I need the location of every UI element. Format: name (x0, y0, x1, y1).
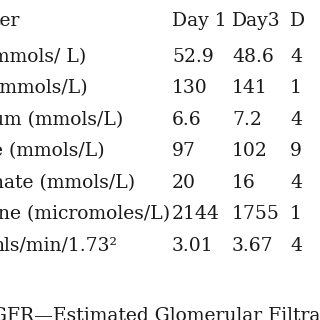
Text: 4: 4 (290, 111, 302, 129)
Text: 48.6: 48.6 (232, 48, 274, 66)
Text: e (mmols/L): e (mmols/L) (0, 142, 105, 161)
Text: 6.6: 6.6 (172, 111, 202, 129)
Text: 7.2: 7.2 (232, 111, 262, 129)
Text: 20: 20 (172, 174, 196, 192)
Text: um (mmols/L): um (mmols/L) (0, 111, 123, 129)
Text: 97: 97 (172, 142, 196, 161)
Text: 4: 4 (290, 48, 302, 66)
Text: (mmols/L): (mmols/L) (0, 79, 88, 98)
Text: Day 1: Day 1 (172, 12, 227, 30)
Text: nls/min/1.73²: nls/min/1.73² (0, 237, 117, 255)
Text: ter: ter (0, 12, 20, 30)
Text: mmols/ L): mmols/ L) (0, 48, 86, 66)
Text: 4: 4 (290, 174, 302, 192)
Text: 1: 1 (290, 205, 302, 223)
Text: 52.9: 52.9 (172, 48, 214, 66)
Text: 3.67: 3.67 (232, 237, 274, 255)
Text: 9: 9 (290, 142, 302, 161)
Text: 1755: 1755 (232, 205, 280, 223)
Text: 130: 130 (172, 79, 208, 98)
Text: nate (mmols/L): nate (mmols/L) (0, 174, 135, 192)
Text: 3.01: 3.01 (172, 237, 214, 255)
Text: 141: 141 (232, 79, 268, 98)
Text: 4: 4 (290, 237, 302, 255)
Text: Day3: Day3 (232, 12, 281, 30)
Text: 102: 102 (232, 142, 268, 161)
Text: 16: 16 (232, 174, 256, 192)
Text: D: D (290, 12, 305, 30)
Text: 2144: 2144 (172, 205, 220, 223)
Text: GFR—Estimated Glomerular Filtratio: GFR—Estimated Glomerular Filtratio (0, 307, 320, 320)
Text: 1: 1 (290, 79, 302, 98)
Text: ine (micromoles/L): ine (micromoles/L) (0, 205, 170, 223)
